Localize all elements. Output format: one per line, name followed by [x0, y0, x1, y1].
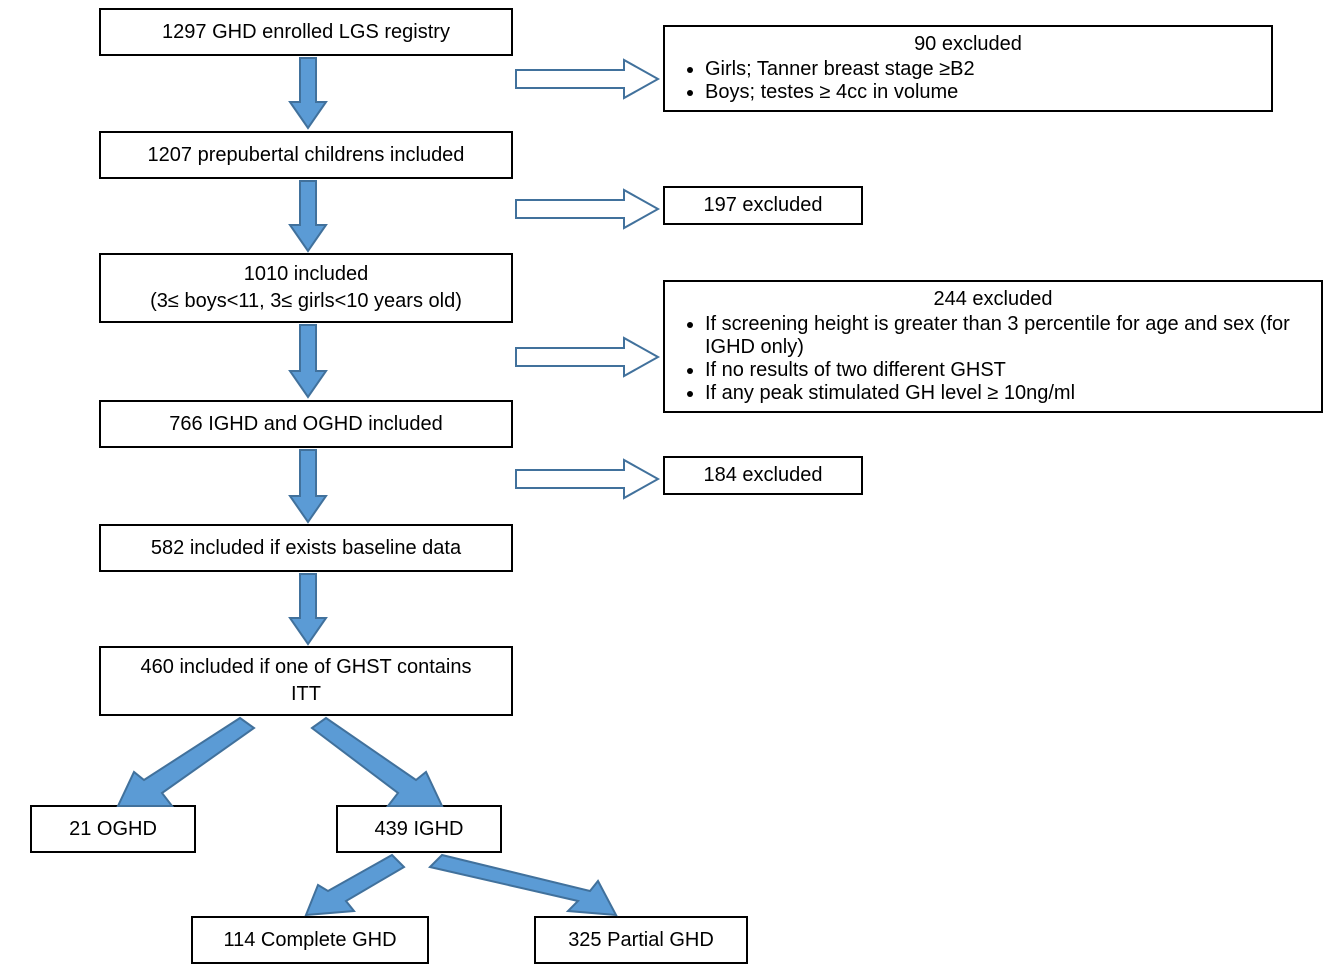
flow-node-439-ighd: 439 IGHD [336, 805, 502, 853]
node-label: 114 Complete GHD [223, 927, 396, 954]
down-arrow-icon [290, 181, 326, 251]
exclusion-bullet: If screening height is greater than 3 pe… [705, 313, 1307, 359]
exclusion-list: Girls; Tanner breast stage ≥B2 Boys; tes… [679, 58, 1257, 104]
node-label-line1: 460 included if one of GHST contains [141, 654, 472, 681]
node-label: 582 included if exists baseline data [151, 535, 461, 562]
right-open-arrow-icon [516, 190, 658, 228]
flow-node-582: 582 included if exists baseline data [99, 524, 513, 572]
node-label-line2: (3≤ boys<11, 3≤ girls<10 years old) [150, 288, 462, 315]
diag-arrow-icon [292, 855, 412, 917]
flow-node-21-oghd: 21 OGHD [30, 805, 196, 853]
flow-node-1297: 1297 GHD enrolled LGS registry [99, 8, 513, 56]
exclusion-box-184: 184 excluded [663, 456, 863, 495]
exclusion-bullet: Boys; testes ≥ 4cc in volume [705, 81, 1257, 104]
node-label: 439 IGHD [375, 816, 464, 843]
node-label: 766 IGHD and OGHD included [169, 411, 442, 438]
right-open-arrow-icon [516, 338, 658, 376]
flow-node-766: 766 IGHD and OGHD included [99, 400, 513, 448]
exclusion-bullet: If no results of two different GHST [705, 359, 1307, 382]
exclusion-list: If screening height is greater than 3 pe… [679, 313, 1307, 405]
exclusion-title: 244 excluded [679, 288, 1307, 311]
flow-node-1010: 1010 included (3≤ boys<11, 3≤ girls<10 y… [99, 253, 513, 323]
exclusion-title: 90 excluded [679, 33, 1257, 56]
down-arrow-icon [290, 325, 326, 397]
node-label-line1: 1010 included [244, 261, 369, 288]
exclusion-box-244: 244 excluded If screening height is grea… [663, 280, 1323, 413]
exclusion-title: 184 excluded [679, 464, 847, 487]
exclusion-title: 197 excluded [679, 194, 847, 217]
node-label: 325 Partial GHD [568, 927, 714, 954]
exclusion-bullet: If any peak stimulated GH level ≥ 10ng/m… [705, 382, 1307, 405]
node-label: 1207 prepubertal childrens included [148, 142, 465, 169]
node-label: 21 OGHD [69, 816, 157, 843]
exclusion-box-90: 90 excluded Girls; Tanner breast stage ≥… [663, 25, 1273, 112]
flow-node-325-partial: 325 Partial GHD [534, 916, 748, 964]
exclusion-bullet: Girls; Tanner breast stage ≥B2 [705, 58, 1257, 81]
flow-node-114-complete: 114 Complete GHD [191, 916, 429, 964]
flow-node-1207: 1207 prepubertal childrens included [99, 131, 513, 179]
diag-arrow-icon [430, 855, 630, 917]
diag-arrow-icon [312, 718, 462, 808]
right-open-arrow-icon [516, 460, 658, 498]
right-open-arrow-icon [516, 60, 658, 98]
node-label: 1297 GHD enrolled LGS registry [162, 19, 450, 46]
flow-node-460: 460 included if one of GHST contains ITT [99, 646, 513, 716]
node-label-line2: ITT [291, 681, 321, 708]
exclusion-box-197: 197 excluded [663, 186, 863, 225]
diag-arrow-icon [90, 718, 260, 808]
down-arrow-icon [290, 58, 326, 128]
down-arrow-icon [290, 450, 326, 522]
down-arrow-icon [290, 574, 326, 644]
